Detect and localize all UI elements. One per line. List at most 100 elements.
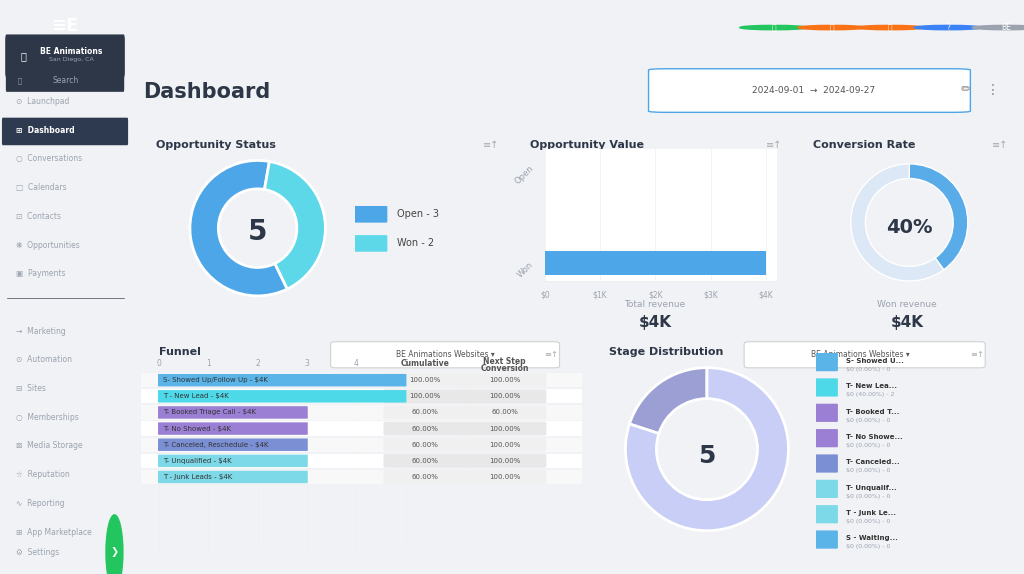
FancyBboxPatch shape bbox=[6, 69, 124, 92]
Text: 100.00%: 100.00% bbox=[410, 377, 441, 383]
Text: 60.00%: 60.00% bbox=[412, 409, 438, 416]
Text: Stage Distribution: Stage Distribution bbox=[609, 347, 723, 357]
Text: $4K: $4K bbox=[638, 315, 672, 330]
Bar bbox=[545, 251, 766, 276]
Text: 0: 0 bbox=[157, 359, 162, 368]
Text: Won - 2: Won - 2 bbox=[397, 238, 434, 249]
Text: T- Booked Triage Call - $4K: T- Booked Triage Call - $4K bbox=[164, 409, 256, 416]
FancyBboxPatch shape bbox=[463, 373, 547, 387]
Text: ?: ? bbox=[946, 23, 950, 32]
Text: ≡↑: ≡↑ bbox=[992, 140, 1009, 150]
FancyBboxPatch shape bbox=[158, 422, 308, 435]
Text: $0 (0.00%) - 0: $0 (0.00%) - 0 bbox=[847, 544, 891, 549]
Text: ❯: ❯ bbox=[111, 547, 119, 557]
Circle shape bbox=[106, 515, 123, 574]
Text: 4: 4 bbox=[353, 359, 358, 368]
Text: San Diego, CA: San Diego, CA bbox=[49, 57, 94, 62]
Text: ○  Conversations: ○ Conversations bbox=[15, 154, 82, 164]
Text: T - Junk Leads - $4K: T - Junk Leads - $4K bbox=[164, 474, 232, 480]
Text: ⊡  Contacts: ⊡ Contacts bbox=[15, 212, 60, 221]
FancyBboxPatch shape bbox=[384, 389, 467, 403]
FancyBboxPatch shape bbox=[141, 453, 582, 468]
Text: 100.00%: 100.00% bbox=[488, 474, 520, 480]
FancyBboxPatch shape bbox=[384, 422, 467, 436]
FancyBboxPatch shape bbox=[463, 389, 547, 403]
FancyBboxPatch shape bbox=[463, 470, 547, 484]
FancyBboxPatch shape bbox=[463, 422, 547, 436]
Text: ☆  Reputation: ☆ Reputation bbox=[15, 470, 70, 479]
FancyBboxPatch shape bbox=[815, 505, 838, 523]
Text: 3: 3 bbox=[304, 359, 309, 368]
Text: ⊠  Media Storage: ⊠ Media Storage bbox=[15, 441, 82, 451]
Text: Conversion: Conversion bbox=[480, 364, 528, 373]
FancyBboxPatch shape bbox=[384, 373, 467, 387]
Text: $0 (0.00%) - 0: $0 (0.00%) - 0 bbox=[847, 443, 891, 448]
Text: 100.00%: 100.00% bbox=[488, 458, 520, 464]
Text: ≡↑: ≡↑ bbox=[544, 350, 558, 359]
Circle shape bbox=[798, 25, 865, 30]
Text: 60.00%: 60.00% bbox=[412, 474, 438, 480]
Circle shape bbox=[856, 25, 924, 30]
Text: 5: 5 bbox=[403, 359, 408, 368]
Text: T- Booked T...: T- Booked T... bbox=[847, 409, 900, 414]
FancyBboxPatch shape bbox=[158, 390, 407, 402]
FancyBboxPatch shape bbox=[463, 406, 547, 420]
Text: Total revenue: Total revenue bbox=[625, 300, 685, 309]
FancyBboxPatch shape bbox=[158, 406, 308, 418]
Text: 100.00%: 100.00% bbox=[488, 377, 520, 383]
Wedge shape bbox=[630, 367, 707, 433]
Wedge shape bbox=[851, 164, 944, 281]
Text: T- Unqualif...: T- Unqualif... bbox=[847, 484, 897, 491]
Text: Cumulative: Cumulative bbox=[400, 359, 450, 368]
Text: ≡↑: ≡↑ bbox=[766, 140, 782, 150]
Text: BE Animations Websites ▾: BE Animations Websites ▾ bbox=[395, 350, 495, 359]
Text: ⋮: ⋮ bbox=[986, 83, 999, 97]
FancyBboxPatch shape bbox=[815, 353, 838, 371]
Text: $0 (0.00%) - 0: $0 (0.00%) - 0 bbox=[847, 468, 891, 474]
Text: 📞: 📞 bbox=[771, 23, 776, 32]
FancyBboxPatch shape bbox=[141, 405, 582, 420]
Text: 🔍: 🔍 bbox=[17, 77, 22, 84]
Text: BE: BE bbox=[1001, 23, 1011, 32]
FancyBboxPatch shape bbox=[5, 34, 125, 77]
FancyBboxPatch shape bbox=[141, 437, 582, 452]
Circle shape bbox=[739, 25, 808, 30]
FancyBboxPatch shape bbox=[158, 374, 407, 386]
Text: 🔔: 🔔 bbox=[888, 23, 892, 32]
Text: 👤: 👤 bbox=[20, 51, 27, 61]
Text: Search: Search bbox=[52, 76, 78, 85]
Text: 5: 5 bbox=[248, 218, 267, 246]
FancyBboxPatch shape bbox=[815, 455, 838, 472]
FancyBboxPatch shape bbox=[815, 429, 838, 447]
FancyBboxPatch shape bbox=[815, 404, 838, 422]
Text: Open - 3: Open - 3 bbox=[397, 210, 439, 219]
Text: T- Canceled, Reschedule - $4K: T- Canceled, Reschedule - $4K bbox=[164, 442, 269, 448]
Wedge shape bbox=[626, 367, 788, 530]
Text: 100.00%: 100.00% bbox=[488, 442, 520, 448]
FancyBboxPatch shape bbox=[158, 471, 308, 483]
Text: □  Calendars: □ Calendars bbox=[15, 183, 67, 192]
Text: →  Marketing: → Marketing bbox=[15, 327, 66, 336]
Text: Opportunity Status: Opportunity Status bbox=[156, 140, 275, 150]
Text: ✏: ✏ bbox=[961, 84, 971, 97]
Text: 100.00%: 100.00% bbox=[488, 393, 520, 400]
FancyBboxPatch shape bbox=[384, 406, 467, 420]
Wedge shape bbox=[264, 161, 326, 289]
FancyBboxPatch shape bbox=[158, 455, 308, 467]
Text: ⊞  App Marketplace: ⊞ App Marketplace bbox=[15, 528, 91, 537]
Text: 1: 1 bbox=[206, 359, 211, 368]
Text: ❋  Opportunities: ❋ Opportunities bbox=[15, 241, 79, 250]
Text: T- No Showed - $4K: T- No Showed - $4K bbox=[164, 425, 231, 432]
FancyBboxPatch shape bbox=[744, 342, 985, 368]
Wedge shape bbox=[909, 164, 968, 270]
Text: ⊞  Dashboard: ⊞ Dashboard bbox=[15, 126, 74, 135]
Text: 60.00%: 60.00% bbox=[412, 442, 438, 448]
Text: 100.00%: 100.00% bbox=[410, 393, 441, 400]
Text: $0 (0.00%) - 0: $0 (0.00%) - 0 bbox=[847, 494, 891, 499]
Text: BE Animations Websites ▾: BE Animations Websites ▾ bbox=[811, 350, 909, 359]
Circle shape bbox=[972, 25, 1024, 30]
Circle shape bbox=[914, 25, 982, 30]
Text: Opportunity Value: Opportunity Value bbox=[530, 140, 644, 150]
FancyBboxPatch shape bbox=[141, 470, 582, 484]
Text: S - Waiting...: S - Waiting... bbox=[847, 536, 898, 541]
